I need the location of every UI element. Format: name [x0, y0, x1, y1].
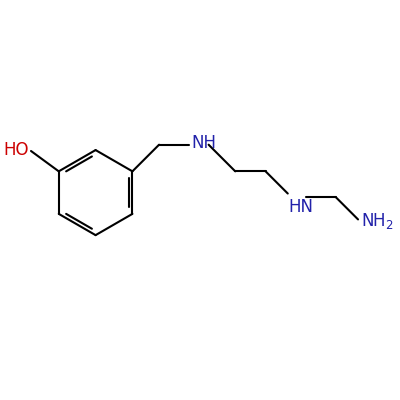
Text: NH$_2$: NH$_2$	[361, 211, 394, 231]
Text: HN: HN	[288, 198, 314, 216]
Text: NH: NH	[191, 134, 216, 152]
Text: HO: HO	[4, 141, 29, 159]
